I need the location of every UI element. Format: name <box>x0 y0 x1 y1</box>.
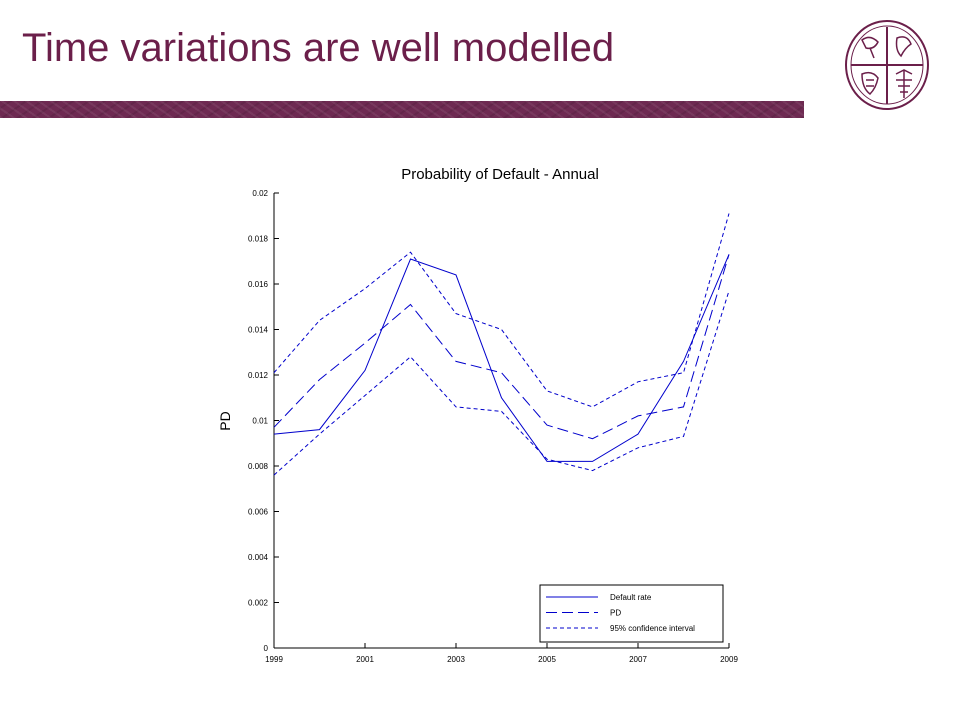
chart-series <box>273 213 730 476</box>
chart-axes <box>273 193 729 649</box>
y-tick-label: 0 <box>264 644 269 653</box>
university-seal-icon <box>845 20 929 110</box>
y-axis-ticks: 0 0.002 0.004 0.006 0.008 0.01 0.012 0.014 0.016… <box>248 189 279 653</box>
y-tick-label: 0.01 <box>252 417 268 426</box>
y-tick-label: 0.004 <box>248 553 269 562</box>
series-line-dashdot-3 <box>273 290 730 476</box>
y-tick-label: 0.006 <box>248 508 269 517</box>
x-tick-label: 2007 <box>629 655 647 664</box>
legend-items: Default rate PD 95% confidence interval <box>546 593 695 633</box>
x-tick-label: 2001 <box>356 655 374 664</box>
y-tick-label: 0.008 <box>248 462 269 471</box>
y-tick-label: 0.02 <box>252 189 268 198</box>
y-tick-label: 0.018 <box>248 235 269 244</box>
y-axis-label: PD <box>217 411 233 430</box>
series-line-dashdot-2 <box>273 213 730 408</box>
y-tick-label: 0.014 <box>248 326 269 335</box>
y-tick-label: 0.016 <box>248 280 269 289</box>
x-tick-label: 2005 <box>538 655 556 664</box>
slide-title: Time variations are well modelled <box>22 26 615 70</box>
x-tick-label: 2009 <box>720 655 738 664</box>
x-tick-label: 1999 <box>265 655 283 664</box>
legend-label: PD <box>610 609 621 618</box>
series-line-dashed-1 <box>273 254 730 440</box>
x-axis-ticks: 1999 2001 2003 2005 2007 2009 <box>265 643 738 664</box>
x-tick-label: 2003 <box>447 655 465 664</box>
title-decorative-band <box>0 101 804 118</box>
chart-title: Probability of Default - Annual <box>401 166 599 183</box>
legend-label: 95% confidence interval <box>610 624 695 633</box>
legend-box <box>539 584 724 643</box>
legend-label: Default rate <box>610 593 652 602</box>
y-tick-label: 0.012 <box>248 371 269 380</box>
y-tick-label: 0.002 <box>248 599 269 608</box>
series-line-solid-0 <box>273 254 730 462</box>
pd-line-chart: Probability of Default - Annual PD 0 0.00… <box>217 166 738 664</box>
chart-legend: Default rate PD 95% confidence interval <box>539 584 724 643</box>
